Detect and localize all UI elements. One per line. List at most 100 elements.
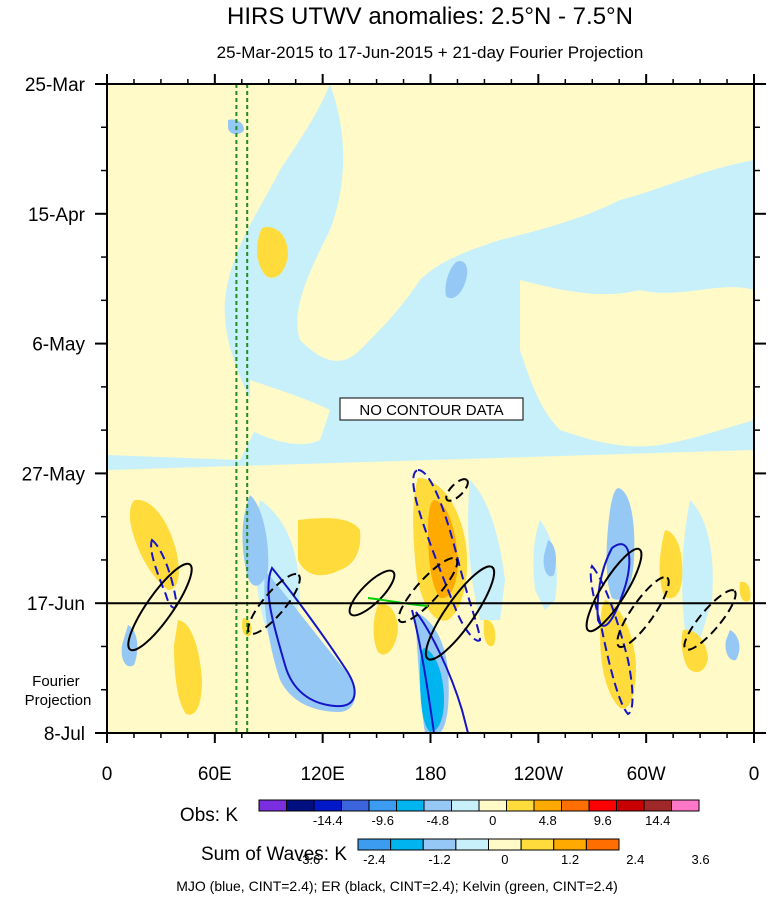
obs-colorbar: -14.4 -9.6 -4.8 0 4.8 9.6 14.4 bbox=[258, 799, 700, 828]
waves-colorbar-label: Sum of Waves: K bbox=[201, 844, 347, 865]
y-tick-label: 15-Apr bbox=[28, 205, 86, 226]
positive-blob bbox=[373, 604, 398, 655]
positive-region bbox=[107, 84, 330, 460]
positive-region bbox=[297, 84, 754, 361]
negative-blob bbox=[242, 495, 269, 586]
colorbar-tick-label: -1.2 bbox=[428, 852, 450, 867]
positive-blob bbox=[681, 629, 708, 673]
colorbar-swatch bbox=[390, 838, 424, 851]
er-contours bbox=[127, 478, 737, 661]
x-tick-label: 0 bbox=[102, 764, 113, 785]
mjo-contour bbox=[411, 609, 435, 733]
mjo-contour bbox=[150, 538, 178, 609]
colorbar-swatch bbox=[313, 799, 342, 812]
colorbar-tick-label: 3.6 bbox=[692, 852, 710, 867]
negative-blob bbox=[445, 260, 468, 299]
colorbar-tick-label: -9.6 bbox=[372, 813, 394, 828]
negative-blob bbox=[121, 625, 138, 667]
colorbar-tick-label: 0 bbox=[501, 852, 508, 867]
obs-colorbar-label: Obs: K bbox=[180, 805, 238, 826]
colorbar-swatch bbox=[561, 799, 590, 812]
y-tick-label: 8-Jul bbox=[44, 724, 85, 745]
er-contour bbox=[247, 573, 301, 635]
chart-subtitle: 25-Mar-2015 to 17-Jun-2015 + 21-day Four… bbox=[217, 43, 644, 62]
colorbar-swatch bbox=[588, 799, 617, 812]
colorbar-swatch bbox=[286, 799, 315, 812]
positive-region bbox=[250, 380, 330, 445]
positive-blob bbox=[659, 530, 683, 599]
colorbar-swatch bbox=[506, 799, 535, 812]
x-tick-label: 120W bbox=[514, 764, 564, 785]
plot-area bbox=[107, 84, 754, 733]
mjo-contour bbox=[589, 564, 634, 716]
positive-blob bbox=[174, 620, 202, 715]
colorbar-swatch bbox=[258, 799, 287, 812]
er-contour bbox=[683, 589, 737, 651]
colorbar-swatch bbox=[422, 838, 457, 851]
colorbar-tick-label: 4.8 bbox=[539, 813, 557, 828]
colorbar-tick-label: -3.6 bbox=[298, 852, 320, 867]
colorbar-swatch bbox=[478, 799, 507, 812]
mjo-contours bbox=[150, 468, 634, 733]
colorbar-tick-label: 0 bbox=[489, 813, 496, 828]
colorbar-swatch bbox=[533, 799, 562, 812]
colorbar-swatch bbox=[396, 799, 425, 812]
negative-region bbox=[468, 480, 505, 620]
colorbar-swatch bbox=[341, 799, 370, 812]
negative-blob bbox=[725, 630, 740, 661]
er-contour bbox=[616, 576, 670, 648]
colorbar-swatch bbox=[520, 838, 555, 851]
er-contour bbox=[585, 547, 643, 633]
colorbar-swatch bbox=[671, 799, 700, 812]
colorbar-tick-label: 14.4 bbox=[645, 813, 670, 828]
y-tick-label: 6-May bbox=[32, 335, 85, 356]
y-tick-label: 27-May bbox=[22, 464, 86, 485]
er-contour bbox=[397, 556, 459, 624]
positive-blob bbox=[600, 600, 636, 709]
projection-label-line-2: Projection bbox=[25, 692, 92, 709]
colorbar-swatch bbox=[451, 799, 480, 812]
colorbar-swatch bbox=[357, 838, 392, 851]
strong-positive-blob bbox=[428, 500, 458, 599]
mjo-contour bbox=[412, 468, 482, 642]
annotation-text: NO CONTOUR DATA bbox=[359, 402, 503, 419]
er-contour bbox=[127, 562, 193, 652]
colorbar-swatch bbox=[553, 838, 587, 851]
colorbar-tick-label: 2.4 bbox=[626, 852, 644, 867]
positive-region bbox=[520, 280, 754, 447]
y-tick-label: 17-Jun bbox=[27, 594, 85, 615]
x-tick-label: 60E bbox=[198, 764, 232, 785]
er-contour bbox=[445, 478, 469, 502]
colorbar-swatch bbox=[616, 799, 645, 812]
annotation-box bbox=[339, 397, 524, 421]
colorbar-tick-label: 1.2 bbox=[561, 852, 579, 867]
kelvin-contour bbox=[367, 597, 429, 607]
projection-label: Fourier Projection bbox=[25, 673, 92, 709]
colorbar-tick-label: -2.4 bbox=[363, 852, 385, 867]
positive-blob bbox=[739, 581, 751, 602]
colorbar-swatch bbox=[455, 838, 489, 851]
colorbar-tick-label: -14.4 bbox=[313, 813, 343, 828]
colorbar-swatch bbox=[368, 799, 397, 812]
caption: MJO (blue, CINT=2.4); ER (black, CINT=2.… bbox=[176, 878, 618, 894]
x-tick-label: 60W bbox=[627, 764, 666, 785]
mjo-contour bbox=[415, 611, 469, 733]
er-contour bbox=[424, 565, 496, 661]
x-tick-label: 180 bbox=[415, 764, 447, 785]
y-axis: 25-Mar 15-Apr 6-May 27-May 17-Jun 8-Jul bbox=[22, 75, 766, 745]
waves-colorbar: -3.6 -2.4 -1.2 0 1.2 2.4 3.6 bbox=[298, 838, 710, 867]
projection-label-line-1: Fourier bbox=[32, 673, 80, 690]
positive-blob bbox=[483, 619, 496, 647]
x-tick-label: 120E bbox=[300, 764, 344, 785]
colorbar-tick-label: -4.8 bbox=[427, 813, 449, 828]
colorbar-swatch bbox=[585, 838, 620, 851]
chart-title: HIRS UTWV anomalies: 2.5°N - 7.5°N bbox=[227, 3, 633, 30]
negative-blob bbox=[543, 540, 556, 577]
strong-negative-blob bbox=[420, 648, 444, 732]
y-tick-label: 25-Mar bbox=[25, 75, 86, 96]
positive-blob bbox=[129, 499, 179, 590]
x-tick-label: 0 bbox=[749, 764, 760, 785]
positive-blob bbox=[298, 518, 361, 576]
colorbar-swatch bbox=[423, 799, 452, 812]
